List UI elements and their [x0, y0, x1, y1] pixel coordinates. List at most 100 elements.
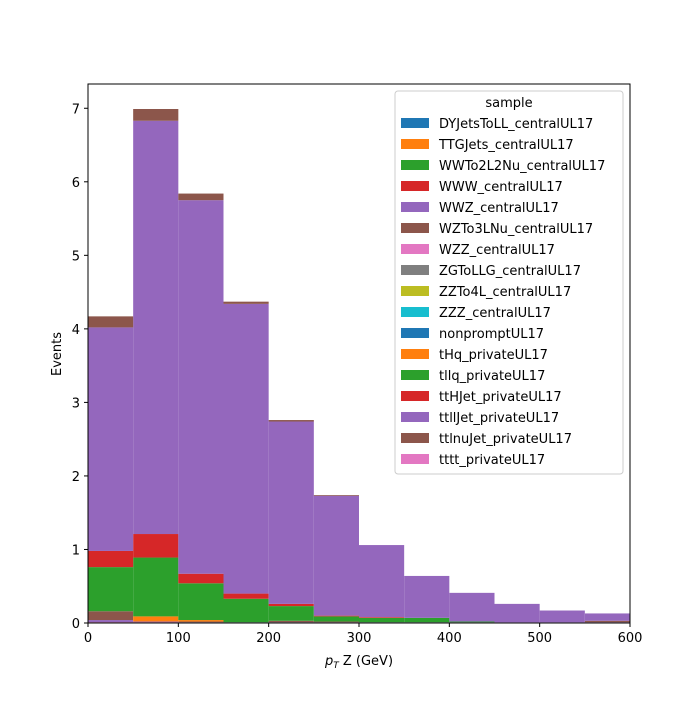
- y-tick-label: 4: [72, 323, 80, 338]
- legend-label: ZGToLLG_centralUL17: [439, 264, 581, 279]
- x-axis-label-text: Z (GeV): [339, 654, 393, 669]
- bar-ttllJet_privateUL17-bin-2: [178, 200, 224, 574]
- legend-label: WWTo2L2Nu_centralUL17: [439, 159, 605, 174]
- x-axis-label-subscript: T: [333, 661, 340, 671]
- bar-ttllJet_privateUL17-bin-8: [449, 592, 495, 622]
- bar-tllq_privateUL17-bin-6: [359, 617, 405, 623]
- bar-ttllJet_privateUL17-bin-3: [223, 303, 269, 594]
- legend-label: ZZTo4L_centralUL17: [439, 285, 571, 300]
- bar-ttlnuJet_privateUL17-bin-3: [223, 301, 269, 304]
- bar-ttlnuJet_privateUL17-bin-2: [178, 193, 224, 201]
- legend-label: nonpromptUL17: [439, 327, 544, 342]
- bar-ttllJet_privateUL17-bin-6: [359, 545, 405, 618]
- x-tick-label: 200: [256, 631, 281, 646]
- y-tick-label: 7: [72, 102, 80, 117]
- bar-ttllJet_privateUL17-bin-9: [494, 603, 540, 623]
- y-tick-label: 0: [72, 617, 80, 632]
- legend-label: TTGJets_centralUL17: [438, 138, 574, 153]
- bar-tllq_privateUL17-bin-1: [133, 557, 179, 617]
- legend-swatch: [401, 370, 429, 380]
- bar-tHq_privateUL17-bin-1: [133, 616, 179, 622]
- bar-ttllJet_privateUL17-bin-1: [133, 120, 179, 535]
- x-tick-label: 400: [437, 631, 462, 646]
- legend-label: WWW_centralUL17: [439, 180, 563, 195]
- bar-tllq_privateUL17-bin-4: [268, 606, 314, 621]
- legend-label: tttt_privateUL17: [439, 453, 545, 468]
- legend-swatch: [401, 454, 429, 464]
- bar-ttlnuJet_privateUL17-bin-1: [133, 109, 179, 121]
- y-tick-label: 1: [72, 543, 80, 558]
- bar-tllq_privateUL17-bin-0: [88, 567, 134, 612]
- bar-ttllJet_privateUL17-bin-11: [584, 613, 630, 621]
- x-tick-label: 100: [166, 631, 191, 646]
- x-tick-label: 500: [527, 631, 552, 646]
- legend-swatch: [401, 412, 429, 422]
- legend-label: ZZZ_centralUL17: [439, 306, 551, 321]
- bar-tllq_privateUL17-bin-3: [223, 598, 269, 623]
- legend-swatch: [401, 349, 429, 359]
- legend-label: tllq_privateUL17: [439, 369, 545, 384]
- bar-WWZ_centralUL17-bin-0: [88, 620, 134, 623]
- legend-swatch: [401, 265, 429, 275]
- bar-WWZ_centralUL17-bin-1: [133, 621, 179, 623]
- legend-swatch: [401, 118, 429, 128]
- bar-tllq_privateUL17-bin-7: [404, 617, 450, 623]
- legend-label: WZZ_centralUL17: [439, 243, 555, 258]
- y-tick-label: 3: [72, 396, 80, 411]
- legend-swatch: [401, 160, 429, 170]
- legend-label: WZTo3LNu_centralUL17: [439, 222, 593, 237]
- bar-tllq_privateUL17-bin-8: [449, 621, 495, 623]
- legend-label: ttllJet_privateUL17: [439, 411, 559, 426]
- bar-ttHJet_privateUL17-bin-6: [359, 617, 405, 618]
- legend-title: sample: [485, 96, 532, 111]
- legend-frame: [394, 90, 624, 475]
- bar-WZTo3LNu_centralUL17-bin-0: [88, 611, 134, 621]
- bar-ttllJet_privateUL17-bin-7: [404, 575, 450, 618]
- bar-ttHJet_privateUL17-bin-4: [268, 603, 314, 607]
- bar-ttllJet_privateUL17-bin-4: [268, 421, 314, 604]
- bar-ttllJet_privateUL17-bin-5: [313, 495, 359, 616]
- legend-swatch: [401, 139, 429, 149]
- bar-ttlnuJet_privateUL17-bin-0: [88, 316, 134, 328]
- x-axis-label: pT Z (GeV): [324, 654, 393, 671]
- bars-layer: [88, 109, 630, 623]
- x-axis-label-symbol: p: [324, 654, 333, 669]
- bar-tHq_privateUL17-bin-2: [178, 620, 224, 622]
- bar-ttHJet_privateUL17-bin-5: [313, 615, 359, 617]
- legend-swatch: [401, 181, 429, 191]
- y-tick-label: 2: [72, 470, 80, 485]
- legend-label: ttlnuJet_privateUL17: [439, 432, 572, 447]
- bar-tllq_privateUL17-bin-2: [178, 583, 224, 621]
- bar-ttHJet_privateUL17-bin-0: [88, 550, 134, 568]
- bar-WZTo3LNu_centralUL17-bin-5: [313, 621, 359, 623]
- legend-swatch: [401, 244, 429, 254]
- x-tick-label: 0: [84, 631, 92, 646]
- x-tick-label: 600: [618, 631, 643, 646]
- bar-ttHJet_privateUL17-bin-3: [223, 593, 269, 599]
- legend-swatch: [401, 307, 429, 317]
- legend-label: tHq_privateUL17: [439, 348, 548, 363]
- bar-ttHJet_privateUL17-bin-1: [133, 534, 179, 558]
- bar-tllq_privateUL17-bin-5: [313, 616, 359, 622]
- legend-swatch: [401, 391, 429, 401]
- ticks-layer: 0 100 200 300 400 500 600 0 1 2 3 4 5 6 7: [72, 102, 643, 646]
- y-tick-label: 6: [72, 176, 80, 191]
- bar-ttlnuJet_privateUL17-bin-5: [313, 495, 359, 496]
- x-tick-label: 300: [347, 631, 372, 646]
- bar-ttHJet_privateUL17-bin-2: [178, 573, 224, 584]
- legend-label: DYJetsToLL_centralUL17: [439, 117, 593, 132]
- bar-WZTo3LNu_centralUL17-bin-11: [584, 620, 630, 623]
- bar-ttllJet_privateUL17-bin-0: [88, 327, 134, 551]
- bar-ttlnuJet_privateUL17-bin-4: [268, 420, 314, 422]
- bar-WZTo3LNu_centralUL17-bin-4: [268, 620, 314, 623]
- legend-swatch: [401, 433, 429, 443]
- legend-label: ttHJet_privateUL17: [439, 390, 562, 405]
- legend-label: WWZ_centralUL17: [439, 201, 559, 216]
- legend-swatch: [401, 223, 429, 233]
- legend-swatch: [401, 202, 429, 212]
- bar-WZTo3LNu_centralUL17-bin-2: [178, 621, 224, 623]
- legend: sample DYJetsToLL_centralUL17 TTGJets_cen…: [394, 90, 624, 475]
- y-tick-label: 5: [72, 249, 80, 264]
